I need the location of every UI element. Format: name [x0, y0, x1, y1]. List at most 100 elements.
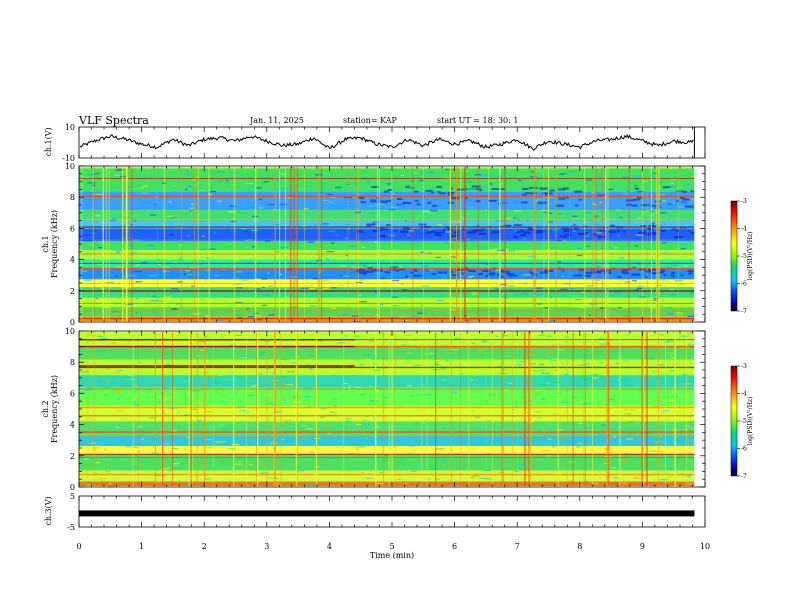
spectrogram-speckle	[237, 454, 242, 456]
spectrogram-speckle	[367, 174, 372, 176]
spectrogram-low-power-patch	[456, 269, 463, 272]
spectrogram-speckle	[248, 316, 255, 318]
spectrogram-low-power-patch	[467, 269, 476, 272]
spectrogram-speckle	[365, 385, 372, 387]
spectrogram-speckle	[391, 296, 398, 298]
spectrogram-speckle	[137, 425, 143, 428]
spectrogram-speckle	[236, 376, 244, 378]
spectrogram-speckle	[282, 397, 287, 399]
spectrogram-speckle	[666, 340, 674, 342]
spectrogram-speckle	[455, 279, 464, 281]
spectrogram-speckle	[541, 371, 544, 373]
spectrogram-low-power-patch	[405, 275, 409, 278]
spectrogram-speckle	[392, 372, 397, 374]
spectrogram-speckle	[274, 251, 280, 253]
spectrogram-low-power-patch	[533, 231, 543, 234]
spectrogram-speckle	[355, 448, 359, 450]
spectrogram-speckle	[357, 344, 362, 346]
spectrogram-speckle	[373, 369, 381, 371]
spectrogram-speckle	[152, 250, 156, 252]
spectrogram-low-power-patch	[623, 230, 626, 233]
spectrogram-low-power-patch	[461, 272, 464, 275]
spectrogram-low-power-patch	[356, 270, 361, 273]
spectrogram-speckle	[97, 380, 102, 382]
spectrogram-speckle	[314, 437, 321, 439]
spectrogram-speckle	[87, 341, 93, 343]
spectrogram-speckle	[622, 206, 627, 208]
spectrogram-speckle	[373, 241, 377, 243]
spectrogram-speckle	[684, 428, 688, 430]
spectrogram-speckle	[431, 468, 439, 470]
ch2-spectrogram-ytick-label: 8	[70, 358, 75, 367]
spectrogram-speckle	[413, 172, 417, 174]
spectrogram-speckle	[331, 287, 337, 289]
spectrogram-speckle	[252, 246, 256, 248]
spectrogram-speckle	[467, 207, 475, 209]
spectrogram-speckle	[630, 185, 635, 187]
spectrogram-speckle	[634, 175, 642, 178]
spectrogram-low-power-patch	[438, 192, 446, 195]
spectrogram-speckle	[373, 378, 382, 380]
spectrogram-speckle	[133, 247, 139, 249]
spectrogram-speckle	[433, 236, 439, 239]
spectrogram-speckle	[323, 340, 331, 342]
spectrogram-speckle	[623, 455, 628, 457]
spectrogram-speckle	[356, 281, 363, 284]
spectrogram-speckle	[605, 304, 610, 306]
spectrogram-speckle	[252, 409, 255, 411]
spectrogram-speckle	[233, 443, 239, 445]
spectrogram-speckle	[613, 477, 619, 479]
spectrogram-speckle	[502, 335, 508, 337]
spectrogram-speckle	[442, 464, 447, 466]
spectrogram-speckle	[90, 446, 93, 448]
spectrogram-speckle	[114, 250, 123, 252]
spectrogram-speckle	[293, 235, 298, 237]
spectrogram-speckle	[382, 397, 391, 399]
spectrogram-low-power-patch	[414, 269, 418, 272]
spectrogram-speckle	[409, 187, 415, 189]
spectrogram-speckle	[338, 451, 344, 453]
spectrogram-low-power-patch	[631, 273, 640, 276]
spectrogram-speckle	[634, 238, 640, 240]
spectrogram-speckle	[236, 271, 242, 273]
spectrogram-speckle	[133, 404, 140, 406]
spectrogram-speckle	[405, 430, 409, 432]
spectrogram-speckle	[272, 291, 276, 293]
spectrogram-speckle	[365, 416, 370, 418]
spectrogram-speckle	[369, 205, 374, 207]
spectrogram-speckle	[294, 298, 299, 300]
spectrogram-low-power-patch	[562, 187, 570, 190]
spectrogram-speckle	[219, 461, 228, 463]
spectrogram-speckle	[269, 411, 276, 413]
spectrogram-speckle	[604, 390, 608, 392]
spectrogram-band	[79, 387, 695, 406]
spectrogram-speckle	[373, 417, 376, 419]
spectrogram-speckle	[626, 424, 631, 426]
spectrogram-speckle	[380, 358, 389, 360]
spectrogram-speckle	[153, 192, 158, 194]
spectrogram-speckle	[364, 224, 367, 226]
spectrogram-speckle	[672, 480, 675, 482]
spectrogram-low-power-patch	[578, 198, 582, 201]
spectrogram-speckle	[287, 268, 293, 271]
spectrogram-speckle	[660, 194, 666, 196]
spectrogram-speckle	[281, 173, 286, 175]
spectrogram-speckle	[246, 206, 254, 208]
spectrogram-speckle	[653, 299, 657, 301]
spectrogram-speckle	[114, 312, 117, 314]
spectrogram-speckle	[94, 201, 100, 203]
ch1-colorbar: log(PSD)(V²/Hz) -3-4-5-6-7	[730, 198, 754, 315]
spectrogram-speckle	[566, 212, 573, 214]
spectrogram-speckle	[393, 317, 400, 319]
spectrogram-low-power-patch	[502, 270, 510, 273]
spectrogram-speckle	[528, 400, 533, 402]
spectrogram-speckle	[637, 297, 644, 299]
spectrogram-speckle	[81, 424, 85, 426]
spectrogram-speckle	[493, 289, 498, 291]
spectrogram-speckle	[682, 374, 688, 376]
spectrogram-speckle	[260, 472, 269, 474]
spectrogram-speckle	[237, 316, 243, 318]
spectrogram-speckle	[363, 419, 367, 421]
spectrogram-speckle	[406, 385, 412, 387]
spectrogram-speckle	[597, 433, 604, 436]
